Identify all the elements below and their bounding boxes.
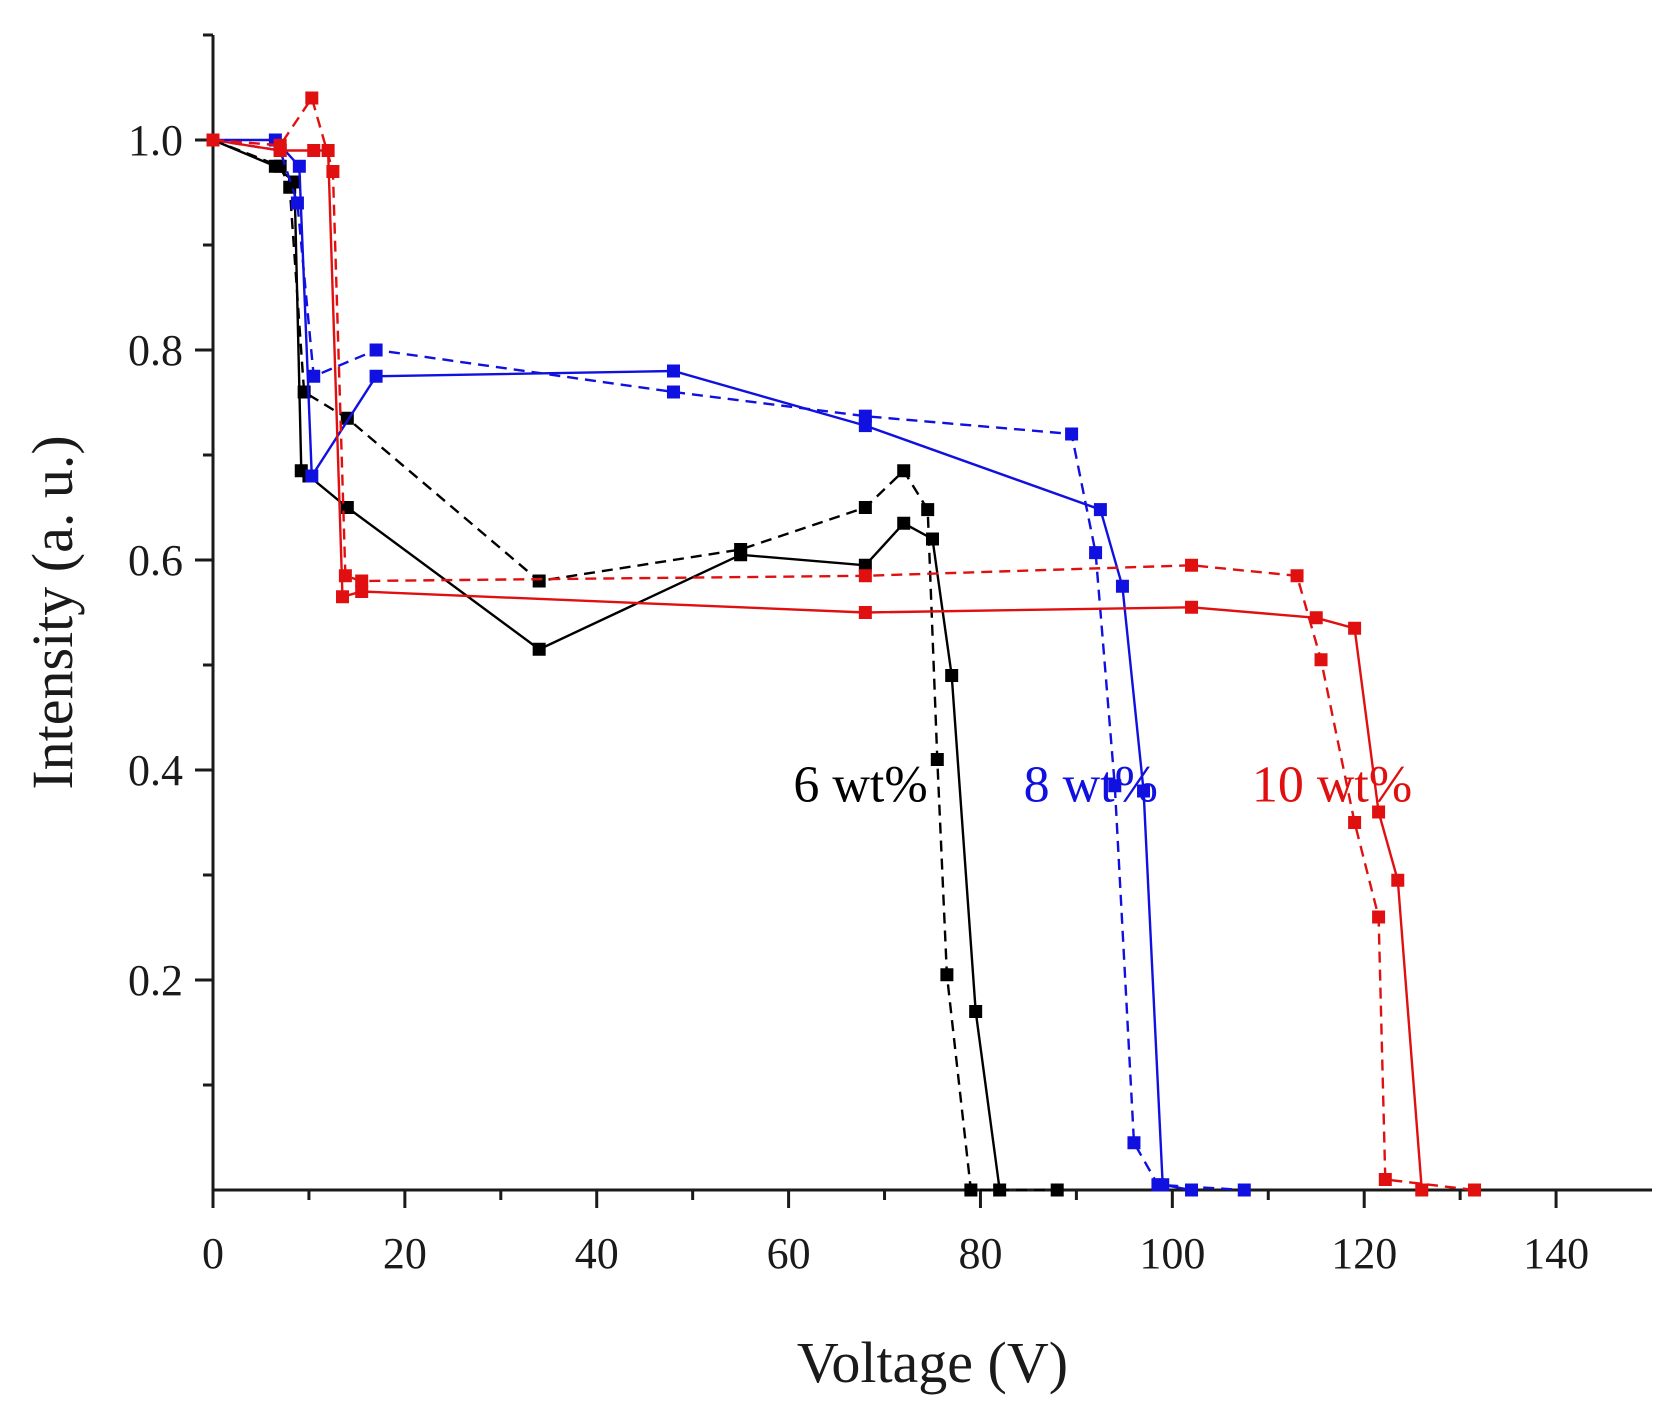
- data-point-marker: [336, 590, 350, 604]
- y-tick-label: 0.2: [128, 956, 183, 1005]
- data-point-marker: [1290, 569, 1304, 583]
- data-point-marker: [1137, 784, 1151, 798]
- series-label: 10 wt%: [1252, 757, 1412, 814]
- series-layer: [206, 91, 1482, 1197]
- x-axis-title: Voltage (V): [797, 1330, 1068, 1395]
- data-point-marker: [1415, 1183, 1429, 1197]
- data-point-marker: [321, 144, 335, 157]
- data-point-marker: [858, 558, 872, 572]
- data-point-marker: [1348, 816, 1362, 829]
- data-point-marker: [1348, 621, 1362, 635]
- data-point-marker: [930, 753, 944, 766]
- data-point-marker: [1309, 611, 1323, 625]
- data-point-marker: [945, 669, 959, 682]
- x-tick-label: 80: [958, 1229, 1002, 1278]
- series-line: [212, 95, 1475, 1192]
- data-point-marker: [355, 585, 369, 598]
- y-tick-label: 1.0: [128, 116, 183, 165]
- x-tick-label: 120: [1331, 1229, 1397, 1278]
- y-axis-title: Intensity (a. u.): [20, 435, 85, 789]
- series-line: [212, 138, 1058, 1192]
- data-point-marker: [1372, 805, 1386, 819]
- data-point-marker: [897, 516, 911, 530]
- data-point-marker: [326, 165, 340, 178]
- x-tick-label: 100: [1139, 1229, 1205, 1278]
- x-tick-label: 0: [202, 1229, 224, 1278]
- data-point-marker: [897, 464, 911, 478]
- data-point-marker: [858, 569, 872, 583]
- series-group: [206, 133, 1007, 1197]
- axes: 0 20 40 60 80 100 120 140 0.2 0.4 0.6 0.8 1.0: [128, 33, 1652, 1278]
- data-point-marker: [307, 369, 321, 383]
- data-point-marker: [1378, 1173, 1392, 1186]
- data-point-marker: [1089, 546, 1103, 560]
- data-point-marker: [969, 1005, 983, 1018]
- data-point-marker: [666, 364, 680, 378]
- y-tick-label: 0.4: [128, 746, 183, 795]
- series-label: 8 wt%: [1024, 757, 1158, 814]
- annotation-layer: 6 wt% 8 wt% 10 wt%: [793, 757, 1412, 814]
- data-point-marker: [1185, 600, 1199, 614]
- x-tick-label: 20: [383, 1229, 427, 1278]
- data-point-marker: [1468, 1183, 1482, 1197]
- data-point-marker: [1050, 1183, 1064, 1197]
- data-point-marker: [355, 574, 369, 588]
- data-point-marker: [1391, 873, 1405, 887]
- data-point-marker: [305, 91, 319, 105]
- series-line: [212, 138, 1423, 1191]
- series-line: [213, 138, 1192, 1192]
- data-point-marker: [290, 196, 304, 210]
- data-point-marker: [305, 469, 319, 483]
- series-group: [206, 133, 1064, 1197]
- series-group: [206, 91, 1482, 1197]
- data-point-marker: [1185, 558, 1199, 572]
- data-point-marker: [1093, 503, 1107, 517]
- data-point-marker: [1237, 1183, 1251, 1197]
- y-tick-label: 0.8: [128, 326, 183, 375]
- data-point-marker: [1115, 579, 1129, 593]
- data-point-marker: [273, 138, 287, 152]
- data-point-marker: [1151, 1178, 1165, 1192]
- data-point-marker: [1127, 1136, 1141, 1150]
- data-point-marker: [921, 503, 935, 517]
- data-point-marker: [532, 642, 546, 656]
- y-tick-label: 0.6: [128, 536, 183, 585]
- x-tick-label: 40: [575, 1229, 619, 1278]
- data-point-marker: [1372, 910, 1386, 924]
- data-point-marker: [940, 968, 954, 982]
- data-point-marker: [1108, 779, 1122, 793]
- data-point-marker: [666, 385, 680, 399]
- data-point-marker: [858, 501, 872, 514]
- data-point-marker: [532, 574, 546, 588]
- data-point-marker: [292, 159, 306, 173]
- series-group: [206, 133, 1251, 1197]
- data-point-marker: [369, 343, 383, 357]
- series-label: 6 wt%: [793, 757, 927, 814]
- data-point-marker: [1314, 653, 1328, 667]
- series-group: [206, 133, 1199, 1197]
- data-point-marker: [1065, 427, 1079, 441]
- series-line: [212, 138, 1001, 1191]
- series-group: [206, 133, 1429, 1197]
- data-point-marker: [206, 133, 220, 147]
- data-point-marker: [307, 144, 321, 157]
- data-point-marker: [369, 369, 383, 383]
- data-point-marker: [964, 1183, 978, 1197]
- data-point-marker: [338, 569, 352, 583]
- data-point-marker: [734, 543, 748, 556]
- data-point-marker: [858, 409, 872, 423]
- data-point-marker: [858, 606, 872, 619]
- series-line: [212, 138, 1245, 1192]
- x-tick-label: 60: [767, 1229, 811, 1278]
- x-tick-label: 140: [1523, 1229, 1589, 1278]
